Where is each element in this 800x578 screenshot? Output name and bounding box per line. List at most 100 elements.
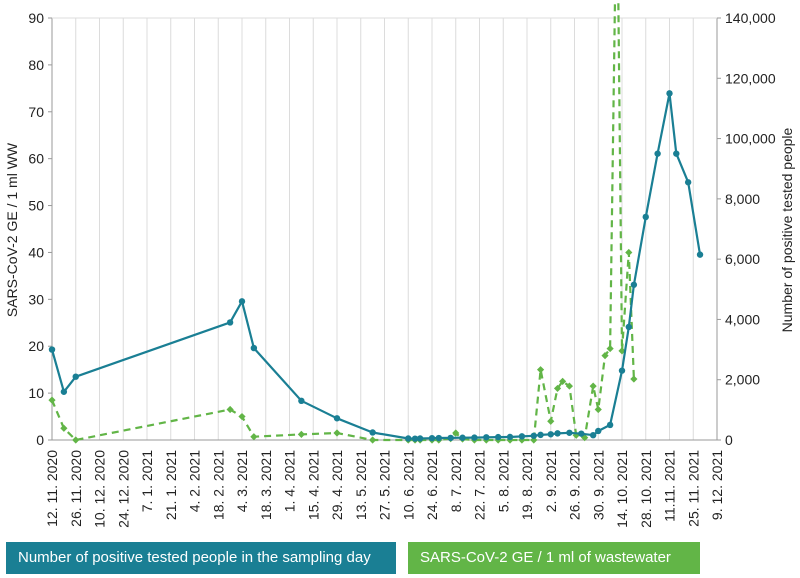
data-point [565, 382, 574, 390]
left-y-tick-label: 30 [28, 291, 44, 307]
data-point [447, 434, 454, 442]
x-tick-label: 1. 4. 2021 [282, 450, 298, 512]
data-point [606, 344, 614, 353]
left-y-tick-label: 0 [36, 432, 44, 448]
x-tick-label: 27. 5. 2021 [377, 450, 393, 520]
data-point [226, 319, 234, 326]
data-point [554, 430, 561, 437]
data-point [238, 412, 246, 421]
left-axis-title: SARS-CoV-2 GE / 1 ml WW [4, 142, 20, 317]
data-point [60, 424, 68, 432]
data-point [416, 435, 424, 442]
x-tick-label: 22. 7. 2021 [472, 450, 488, 520]
left-y-tick-label: 90 [28, 10, 44, 26]
x-tick-label: 25. 11. 2021 [685, 450, 701, 527]
right-y-tick-label: 2,000 [725, 372, 760, 388]
data-point [250, 344, 258, 352]
x-tick-label: 30. 9. 2021 [590, 450, 606, 520]
x-tick-label: 24. 12. 2020 [115, 450, 131, 528]
data-point [553, 384, 562, 393]
left-y-tick-label: 70 [28, 104, 44, 120]
x-tick-label: 11.11. 2021 [662, 450, 678, 522]
data-point [578, 430, 585, 437]
data-point [494, 433, 502, 441]
x-tick-label: 8. 7. 2021 [448, 450, 464, 512]
data-point [559, 377, 567, 385]
data-point [566, 429, 573, 436]
data-point [506, 433, 514, 441]
series-line [50, 0, 635, 442]
x-tick-label: 21. 1. 2021 [163, 450, 179, 520]
left-y-tick-label: 40 [28, 244, 44, 260]
x-tick-label: 4. 2. 2021 [187, 450, 203, 512]
data-point [428, 434, 436, 442]
data-point [48, 396, 56, 404]
series-line [50, 92, 702, 440]
right-y-tick-label: 4,000 [725, 311, 760, 327]
data-point [601, 352, 609, 360]
right-axis-title: Number of positive tested people [779, 127, 795, 332]
data-point [333, 415, 341, 422]
data-point [536, 366, 545, 374]
left-y-tick-label: 20 [28, 338, 44, 354]
data-point [72, 373, 79, 380]
left-y-tick-label: 80 [28, 57, 44, 73]
data-point [618, 367, 626, 374]
left-y-tick-label: 10 [28, 385, 44, 401]
data-point [369, 429, 376, 436]
x-tick-label: 24. 6. 2021 [424, 450, 440, 520]
x-tick-label: 18. 3. 2021 [258, 450, 274, 520]
series-positive-tested [48, 90, 704, 442]
x-tick-label: 9. 12. 2021 [709, 450, 725, 520]
x-tick-label: 19. 8. 2021 [519, 450, 535, 520]
x-tick-label: 2. 9. 2021 [543, 450, 559, 512]
data-point [625, 248, 633, 257]
data-point [459, 434, 466, 441]
right-y-ticks: 0 2,000 4,000 6,000 8,000 100,000 120,000 140,0… [717, 10, 776, 448]
data-point [333, 429, 341, 437]
data-point [48, 346, 56, 353]
data-point [530, 432, 537, 439]
right-y-tick-label: 140,000 [725, 10, 776, 26]
x-tick-label: 15. 4. 2021 [305, 450, 321, 520]
x-tick-label: 28. 10. 2021 [638, 450, 654, 528]
data-point [435, 434, 442, 442]
data-point [226, 405, 234, 414]
data-point [630, 281, 638, 288]
x-tick-label: 29. 4. 2021 [329, 450, 345, 520]
data-point [581, 434, 589, 442]
data-point [369, 436, 377, 444]
x-tick-label: 5. 8. 2021 [495, 450, 511, 512]
x-tick-label: 10. 12. 2020 [92, 450, 108, 528]
left-y-tick-label: 50 [28, 198, 44, 214]
data-point [405, 435, 412, 442]
legend-wastewater: SARS-CoV-2 GE / 1 ml of wastewater [408, 542, 700, 574]
data-point [594, 405, 602, 414]
x-tick-label: 26. 11. 2020 [68, 450, 84, 527]
data-point [471, 434, 478, 441]
data-point [411, 435, 419, 442]
x-tick-label: 10. 6. 2021 [400, 450, 416, 520]
legend-positive-tested: Number of positive tested people in the … [6, 542, 396, 574]
data-point [589, 431, 597, 439]
x-tick-label: 7. 1. 2021 [139, 450, 155, 512]
data-point [606, 421, 614, 429]
data-point [452, 429, 460, 437]
data-point [297, 430, 305, 438]
right-y-tick-label: 0 [725, 432, 733, 448]
data-point [673, 150, 680, 157]
data-point [537, 431, 544, 439]
data-point [684, 179, 692, 186]
data-point [625, 323, 632, 331]
data-point [250, 433, 258, 441]
data-point [654, 150, 661, 157]
vertical-grid [51, 18, 718, 440]
x-tick-label: 14. 10. 2021 [614, 450, 630, 528]
data-point [666, 90, 673, 97]
data-point [589, 382, 597, 390]
right-y-tick-label: 120,000 [725, 70, 776, 86]
x-tick-label: 13. 5. 2021 [353, 450, 369, 520]
data-point [547, 431, 554, 438]
data-point [238, 298, 246, 305]
data-point [72, 436, 80, 444]
